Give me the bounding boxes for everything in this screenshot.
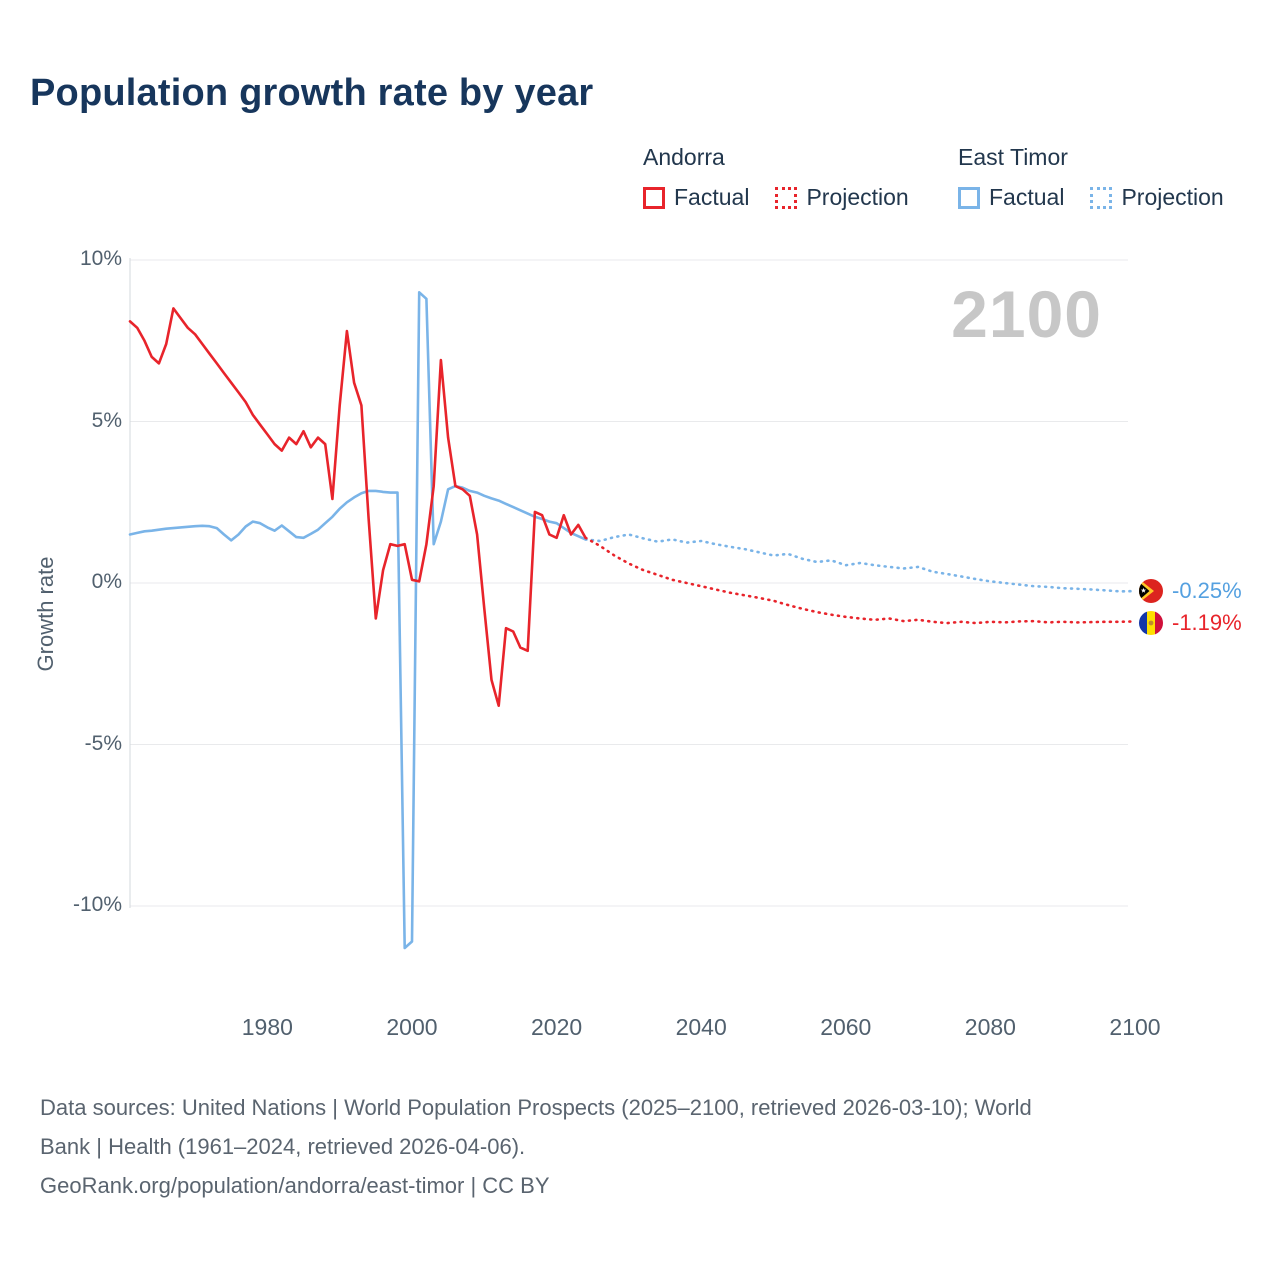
x-tick-label: 2100 <box>1109 1014 1161 1040</box>
x-tick-label: 2000 <box>386 1014 438 1040</box>
data-sources-line-1: Data sources: United Nations | World Pop… <box>40 1095 1032 1120</box>
andorra-flag-icon <box>1139 611 1163 635</box>
attribution-link: GeoRank.org/population/andorra/east-timo… <box>40 1173 550 1198</box>
data-sources-line-2: Bank | Health (1961–2024, retrieved 2026… <box>40 1134 526 1159</box>
andorra-factual-swatch-icon[interactable] <box>643 186 665 209</box>
y-tick-label: -10% <box>72 893 122 916</box>
andorra-factual-label[interactable]: Factual <box>674 184 750 210</box>
y-tick-label: 5% <box>91 408 122 432</box>
hovered-year-watermark: 2100 <box>951 277 1102 351</box>
legend-east-timor-name: East Timor <box>958 144 1068 170</box>
east-timor-projection-label[interactable]: Projection <box>1121 184 1224 210</box>
legend-andorra-name: Andorra <box>643 144 725 170</box>
east-timor-factual-line <box>128 291 587 950</box>
andorra-projection-swatch-icon[interactable] <box>775 186 798 209</box>
y-tick-label: -5% <box>84 731 122 755</box>
east-timor-end-label: -0.25% <box>1139 575 1242 607</box>
legend-group-east-timor: East Timor Factual Projection <box>958 144 1224 211</box>
legend-andorra-row: Factual Projection <box>643 184 909 211</box>
andorra-factual-line <box>128 307 587 707</box>
series-end-labels: -0.25% -1.19% <box>1139 575 1242 639</box>
x-tick-label: 2080 <box>964 1014 1016 1040</box>
andorra-projection-line <box>584 536 1137 625</box>
east-timor-end-value: -0.25% <box>1172 578 1242 603</box>
x-tick-label: 2020 <box>530 1014 583 1040</box>
x-tick-label: 1980 <box>241 1014 293 1040</box>
page-title: Population growth rate by year <box>30 72 594 114</box>
legend-east-timor-row: Factual Projection <box>958 184 1224 211</box>
east-timor-projection-line <box>584 533 1137 593</box>
andorra-end-label: -1.19% <box>1139 607 1242 639</box>
east-timor-factual-label[interactable]: Factual <box>989 184 1065 210</box>
east-timor-flag-icon <box>1139 579 1163 603</box>
east-timor-factual-swatch-icon[interactable] <box>958 186 980 209</box>
x-tick-label: 2060 <box>820 1014 872 1040</box>
y-tick-label: 10% <box>79 247 122 270</box>
x-tick-label: 2040 <box>675 1014 727 1040</box>
andorra-projection-label[interactable]: Projection <box>806 184 909 210</box>
east-timor-projection-swatch-icon[interactable] <box>1090 186 1113 209</box>
y-tick-label: 0% <box>91 570 122 593</box>
andorra-end-value: -1.19% <box>1172 610 1242 635</box>
legend-group-andorra: Andorra Factual Projection <box>643 144 909 211</box>
footer: Data sources: United Nations | World Pop… <box>40 1088 1032 1205</box>
